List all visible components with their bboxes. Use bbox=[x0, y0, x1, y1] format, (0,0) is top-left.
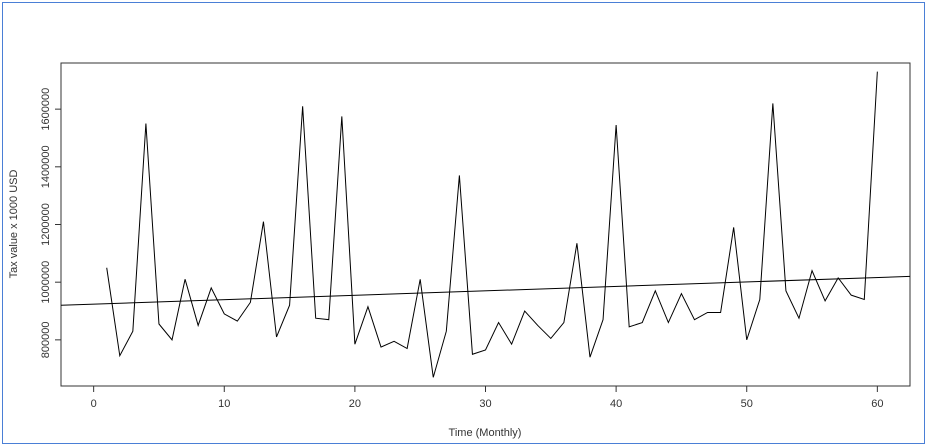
x-axis-title: Time (Monthly) bbox=[449, 427, 522, 439]
plot-area bbox=[60, 62, 911, 387]
y-tick-label: 1400000 bbox=[40, 145, 52, 188]
x-tick-label: 30 bbox=[479, 398, 491, 410]
y-tick-label: 800000 bbox=[40, 321, 52, 358]
y-axis: 800000 1000000 1200000 1400000 1600000 bbox=[40, 88, 61, 358]
series-line bbox=[106, 71, 878, 378]
y-tick-label: 1600000 bbox=[40, 88, 52, 131]
x-tick-label: 0 bbox=[91, 398, 97, 410]
x-axis: 0 10 20 30 40 50 60 bbox=[91, 386, 883, 410]
series-group bbox=[61, 71, 910, 378]
x-tick-label: 20 bbox=[349, 398, 361, 410]
y-tick-label: 1200000 bbox=[40, 203, 52, 246]
trend-line bbox=[61, 275, 910, 306]
y-tick-label: 1000000 bbox=[40, 261, 52, 304]
x-tick-label: 60 bbox=[871, 398, 883, 410]
y-axis-title: Tax value x 1000 USD bbox=[8, 170, 20, 279]
line-chart: 0 10 20 30 40 50 60 800000 1000000 1200000 140000… bbox=[8, 62, 911, 439]
x-tick-label: 50 bbox=[741, 398, 753, 410]
x-tick-label: 10 bbox=[218, 398, 230, 410]
x-tick-label: 40 bbox=[610, 398, 622, 410]
